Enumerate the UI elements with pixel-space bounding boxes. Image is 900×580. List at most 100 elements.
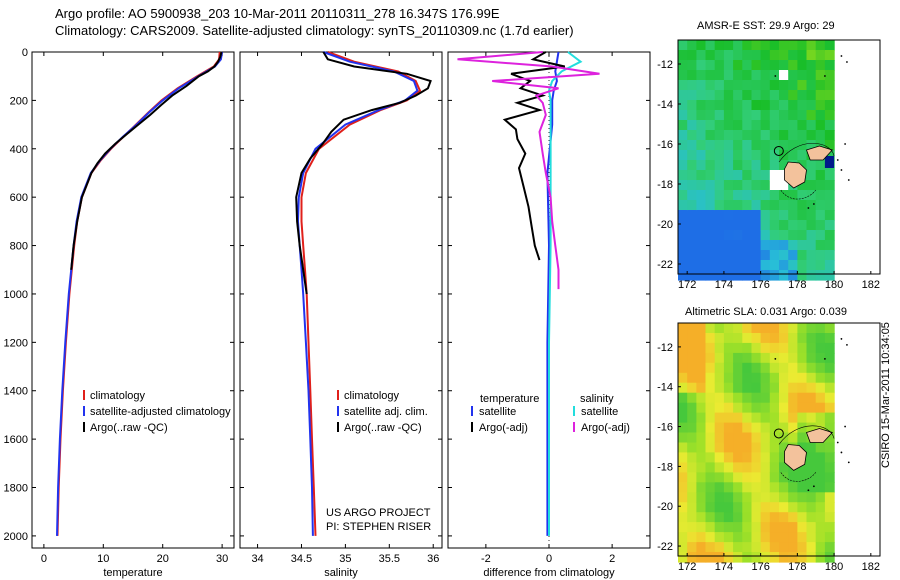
depth-tick-label: 800 bbox=[10, 241, 28, 253]
map-cell bbox=[705, 60, 716, 71]
map-cell bbox=[751, 60, 762, 71]
figure-title-line1: Argo profile: AO 5900938_203 10-Mar-2011… bbox=[55, 6, 500, 21]
map-cell bbox=[815, 532, 826, 543]
map-cell bbox=[705, 502, 716, 513]
map-cell bbox=[687, 323, 697, 334]
map-cell bbox=[742, 180, 753, 191]
map-cell bbox=[742, 160, 753, 171]
map-cell bbox=[815, 130, 826, 141]
map-cell bbox=[714, 362, 725, 374]
map-cell bbox=[788, 342, 798, 354]
sst-map-title: AMSR-E SST: 29.9 Argo: 29 bbox=[697, 20, 835, 32]
map-cell bbox=[696, 180, 707, 191]
map-cell bbox=[696, 482, 707, 493]
map-y-tick-label: -22 bbox=[657, 259, 673, 271]
map-cell bbox=[824, 452, 835, 463]
map-cell bbox=[714, 140, 725, 151]
map-cell bbox=[824, 80, 835, 91]
map-cell bbox=[751, 90, 762, 101]
map-cell bbox=[751, 422, 762, 434]
map-cell bbox=[797, 140, 808, 151]
map-cell bbox=[788, 110, 798, 121]
map-cell bbox=[678, 382, 688, 394]
map-cell bbox=[788, 190, 798, 201]
map-cell bbox=[824, 170, 835, 181]
map-cell bbox=[760, 323, 771, 334]
map-cell bbox=[742, 230, 753, 241]
map-cell bbox=[769, 452, 780, 463]
map-cell bbox=[687, 352, 697, 364]
map-cell bbox=[687, 80, 697, 91]
map-cell bbox=[733, 482, 743, 493]
legend-label: Argo(-adj) bbox=[479, 422, 528, 434]
map-cell bbox=[733, 200, 743, 211]
plot-frame-salinity bbox=[239, 51, 443, 549]
map-y-tick-label: -12 bbox=[657, 59, 673, 71]
map-cell bbox=[815, 120, 826, 131]
series-line-difference-0 bbox=[546, 51, 560, 536]
map-cell bbox=[696, 412, 707, 424]
islet-marker bbox=[846, 61, 848, 63]
map-cell bbox=[723, 230, 734, 241]
map-cell bbox=[714, 462, 725, 473]
map-cell bbox=[733, 70, 743, 81]
map-cell bbox=[760, 50, 771, 61]
map-cell bbox=[788, 150, 798, 161]
map-cell bbox=[742, 412, 753, 424]
map-cell bbox=[769, 512, 780, 523]
map-cell bbox=[705, 220, 716, 231]
depth-tick-label: 600 bbox=[10, 192, 28, 204]
map-cell bbox=[723, 542, 734, 553]
map-cell bbox=[806, 230, 817, 241]
map-cell bbox=[797, 323, 808, 334]
map-cell bbox=[733, 130, 743, 141]
map-cell bbox=[788, 70, 798, 81]
map-cell bbox=[696, 522, 707, 533]
map-cell bbox=[779, 432, 789, 444]
map-cell bbox=[760, 120, 771, 131]
map-cell bbox=[687, 542, 697, 553]
map-cell bbox=[751, 230, 762, 241]
map-cell bbox=[751, 552, 762, 563]
map-cell bbox=[779, 522, 789, 533]
map-cell bbox=[678, 140, 688, 151]
map-cell bbox=[742, 522, 753, 533]
map-cell bbox=[815, 492, 826, 503]
map-cell bbox=[687, 250, 697, 261]
map-cell bbox=[788, 120, 798, 131]
map-cell bbox=[751, 482, 762, 493]
map-cell bbox=[723, 180, 734, 191]
map-cell bbox=[751, 532, 762, 543]
map-cell bbox=[742, 210, 753, 221]
map-cell bbox=[678, 110, 688, 121]
map-cell bbox=[714, 200, 725, 211]
map-cell bbox=[687, 210, 697, 221]
map-cell bbox=[769, 342, 780, 354]
map-cell bbox=[797, 270, 808, 281]
map-cell bbox=[723, 240, 734, 251]
map-cell bbox=[733, 210, 743, 221]
map-cell bbox=[742, 240, 753, 251]
map-cell bbox=[751, 462, 762, 473]
map-x-tick-label: 180 bbox=[825, 279, 843, 291]
map-cell bbox=[788, 333, 798, 344]
map-cell bbox=[779, 482, 789, 493]
map-cell bbox=[723, 432, 734, 444]
map-cell bbox=[824, 542, 835, 553]
map-cell bbox=[760, 230, 771, 241]
map-cell bbox=[824, 200, 835, 211]
map-cell bbox=[815, 210, 826, 221]
map-cell bbox=[723, 512, 734, 523]
map-cell bbox=[687, 422, 697, 434]
map-cell bbox=[723, 40, 734, 51]
map-cell bbox=[742, 80, 753, 91]
map-cell bbox=[760, 260, 771, 271]
map-cell bbox=[806, 220, 817, 231]
map-cell bbox=[797, 522, 808, 533]
map-cell bbox=[751, 412, 762, 424]
map-cell bbox=[824, 120, 835, 131]
islet-marker bbox=[846, 344, 848, 346]
map-cell bbox=[806, 362, 817, 374]
map-cell bbox=[696, 372, 707, 384]
map-cell bbox=[824, 502, 835, 513]
